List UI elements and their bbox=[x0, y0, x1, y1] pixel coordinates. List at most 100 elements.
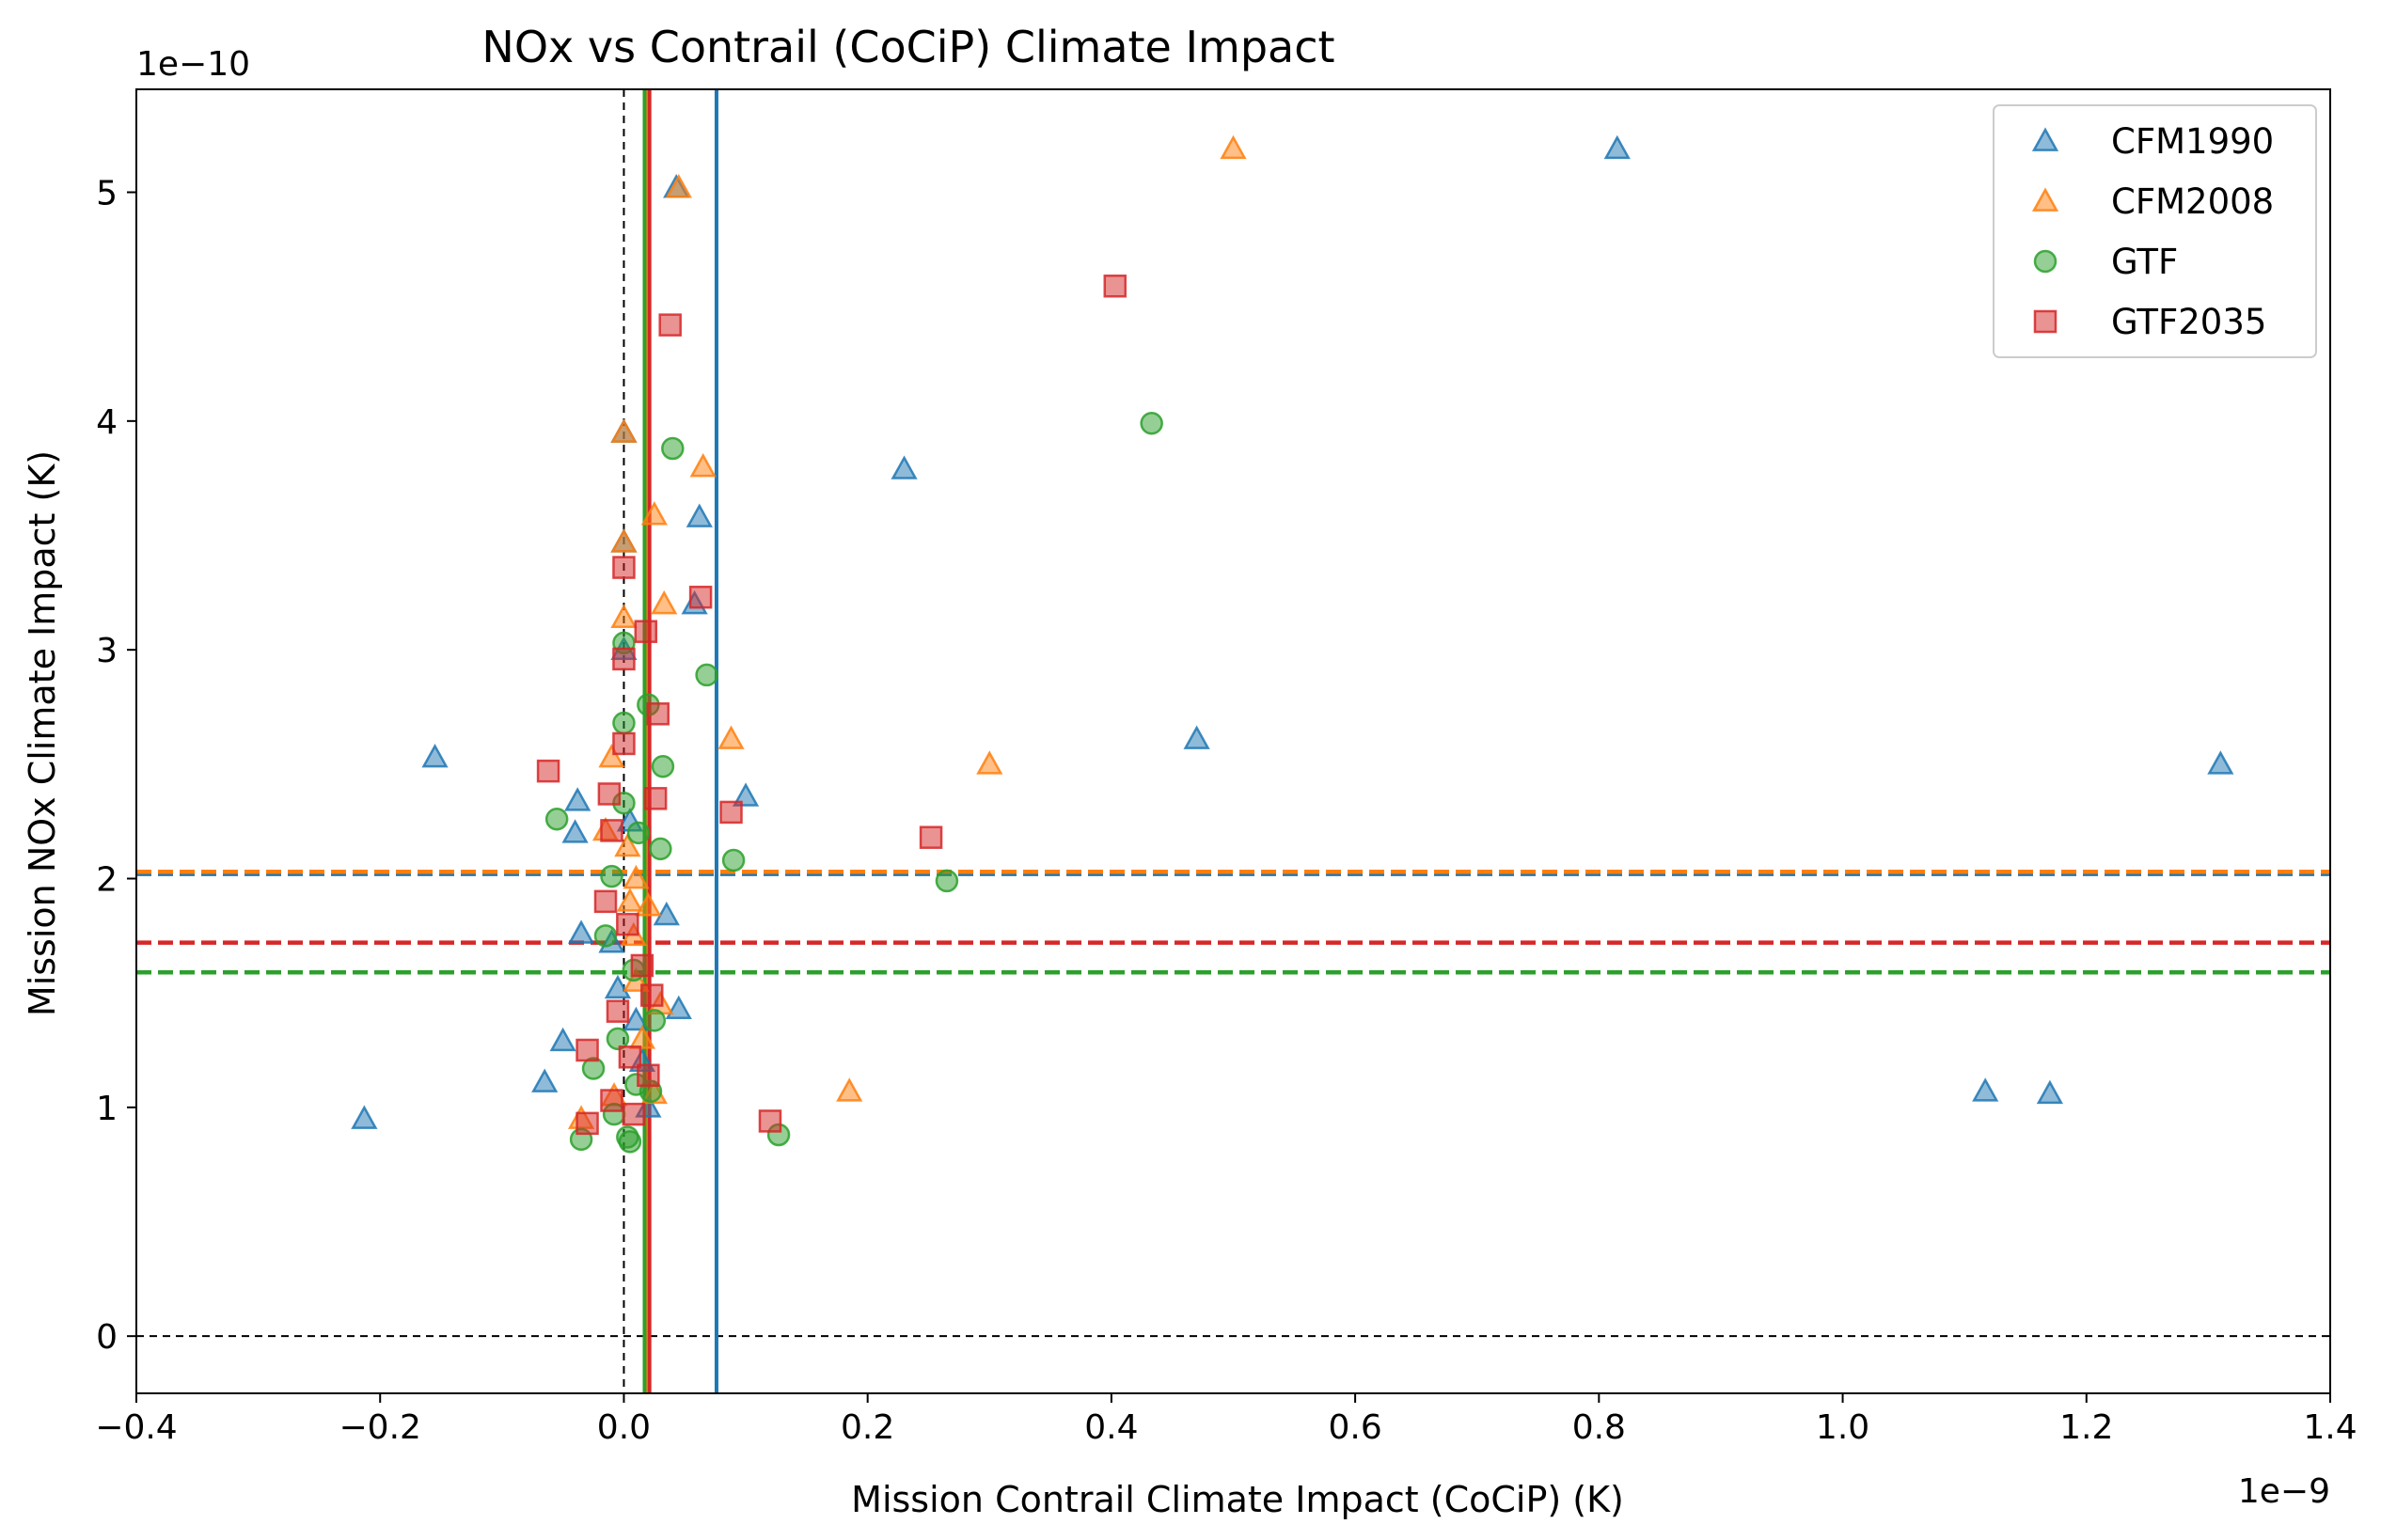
data-point bbox=[637, 1063, 660, 1088]
y-tick-label: 0 bbox=[96, 1318, 118, 1357]
data-point bbox=[567, 919, 595, 944]
x-tick-label: 1.4 bbox=[2303, 1408, 2357, 1447]
plot-frame bbox=[135, 88, 2331, 1394]
data-point bbox=[597, 782, 622, 806]
y-offset-label: 1e−10 bbox=[136, 45, 250, 84]
data-point bbox=[351, 1105, 378, 1129]
x-tick-label: −0.2 bbox=[339, 1408, 421, 1447]
x-tick-label: 1.2 bbox=[2059, 1408, 2113, 1447]
data-point bbox=[606, 1027, 630, 1051]
data-point bbox=[612, 711, 636, 735]
data-point bbox=[640, 501, 668, 526]
data-point bbox=[600, 864, 623, 888]
data-point bbox=[689, 452, 717, 478]
legend-marker-cfm2008 bbox=[2031, 187, 2059, 212]
x-tick-label: 0.6 bbox=[1328, 1408, 1381, 1447]
data-point bbox=[616, 912, 639, 936]
legend-label-gtf2035: GTF2035 bbox=[2111, 302, 2266, 342]
data-point bbox=[531, 1068, 559, 1092]
data-point bbox=[616, 888, 644, 912]
data-point bbox=[643, 787, 668, 810]
legend-marker-cfm1990 bbox=[2031, 127, 2059, 151]
data-point bbox=[604, 974, 632, 999]
x-offset-label: 1e−9 bbox=[2238, 1472, 2330, 1511]
data-point bbox=[630, 953, 654, 978]
data-point bbox=[1603, 134, 1631, 160]
data-point bbox=[646, 702, 670, 726]
data-point bbox=[1103, 275, 1127, 298]
data-point bbox=[665, 995, 692, 1020]
x-tick-label: 0.2 bbox=[841, 1408, 894, 1447]
series-gtf2035 bbox=[536, 275, 1127, 1136]
legend-label-cfm1990: CFM1990 bbox=[2111, 121, 2274, 162]
data-point bbox=[658, 313, 682, 337]
y-tick-label: 4 bbox=[96, 403, 118, 442]
data-point bbox=[635, 892, 662, 917]
data-point bbox=[618, 1130, 642, 1154]
data-point bbox=[610, 604, 638, 628]
legend-marker-gtf2035 bbox=[2033, 309, 2058, 334]
data-point bbox=[593, 924, 618, 948]
data-point bbox=[891, 455, 918, 479]
data-point bbox=[665, 174, 692, 198]
data-point bbox=[610, 528, 638, 553]
chart-title: NOx vs Contrail (CoCiP) Climate Impact bbox=[481, 22, 1334, 72]
data-point bbox=[622, 1102, 646, 1126]
data-point bbox=[618, 1045, 642, 1069]
plot-area: −0.4 −0.2 0.0 0.2 0.4 0.6 0.8 1.0 1.2 1.4 0 1 2 3 4 5 CF… bbox=[95, 88, 2357, 1447]
x-tick-label: 1.0 bbox=[1816, 1408, 1869, 1447]
data-point bbox=[634, 620, 658, 643]
data-point bbox=[612, 731, 636, 756]
data-point bbox=[576, 1111, 599, 1136]
data-point bbox=[544, 807, 569, 831]
data-point bbox=[600, 1089, 623, 1112]
data-point bbox=[2036, 1079, 2064, 1105]
data-point bbox=[1972, 1077, 1999, 1102]
x-tick-label: 0.8 bbox=[1572, 1408, 1626, 1447]
data-point bbox=[628, 1025, 656, 1049]
data-point bbox=[935, 869, 959, 893]
data-point bbox=[640, 983, 664, 1007]
data-point bbox=[549, 1027, 576, 1052]
data-point bbox=[626, 821, 651, 845]
y-tick-label: 1 bbox=[96, 1090, 118, 1128]
data-point bbox=[688, 585, 713, 609]
x-tick-label: −0.4 bbox=[95, 1408, 177, 1447]
data-point bbox=[564, 787, 591, 811]
data-point bbox=[732, 782, 760, 807]
data-point bbox=[649, 837, 672, 861]
data-point bbox=[653, 901, 680, 926]
x-axis-label: Mission Contrail Climate Impact (CoCiP) … bbox=[851, 1479, 1624, 1520]
data-point bbox=[836, 1077, 863, 1102]
legend-label-cfm2008: CFM2008 bbox=[2111, 181, 2274, 222]
data-point bbox=[1220, 134, 1247, 160]
data-point bbox=[661, 436, 685, 461]
data-point bbox=[598, 743, 625, 768]
data-point bbox=[695, 663, 718, 687]
series-cfm2008 bbox=[567, 134, 1247, 1129]
data-point bbox=[919, 825, 943, 849]
y-tick-label: 3 bbox=[96, 632, 118, 670]
data-point bbox=[576, 1038, 599, 1062]
data-point bbox=[593, 889, 618, 914]
data-point bbox=[2207, 750, 2234, 775]
data-point bbox=[758, 1109, 782, 1133]
data-point bbox=[1183, 725, 1210, 749]
legend-marker-gtf bbox=[2033, 249, 2058, 274]
x-tick-label: 0.4 bbox=[1084, 1408, 1138, 1447]
data-point bbox=[612, 647, 636, 671]
y-axis-label: Mission NOx Climate Impact (K) bbox=[22, 450, 63, 1016]
legend-box bbox=[1993, 104, 2317, 358]
y-tick-label: 2 bbox=[96, 861, 118, 900]
data-point bbox=[1140, 412, 1163, 435]
data-point bbox=[686, 503, 713, 527]
data-point bbox=[612, 556, 636, 579]
data-point bbox=[536, 759, 560, 783]
data-point bbox=[561, 819, 589, 843]
legend: CFM1990 CFM2008 GTF GTF2035 bbox=[1993, 104, 2317, 358]
data-point bbox=[600, 819, 623, 842]
data-point bbox=[606, 999, 630, 1023]
data-point bbox=[421, 743, 449, 768]
